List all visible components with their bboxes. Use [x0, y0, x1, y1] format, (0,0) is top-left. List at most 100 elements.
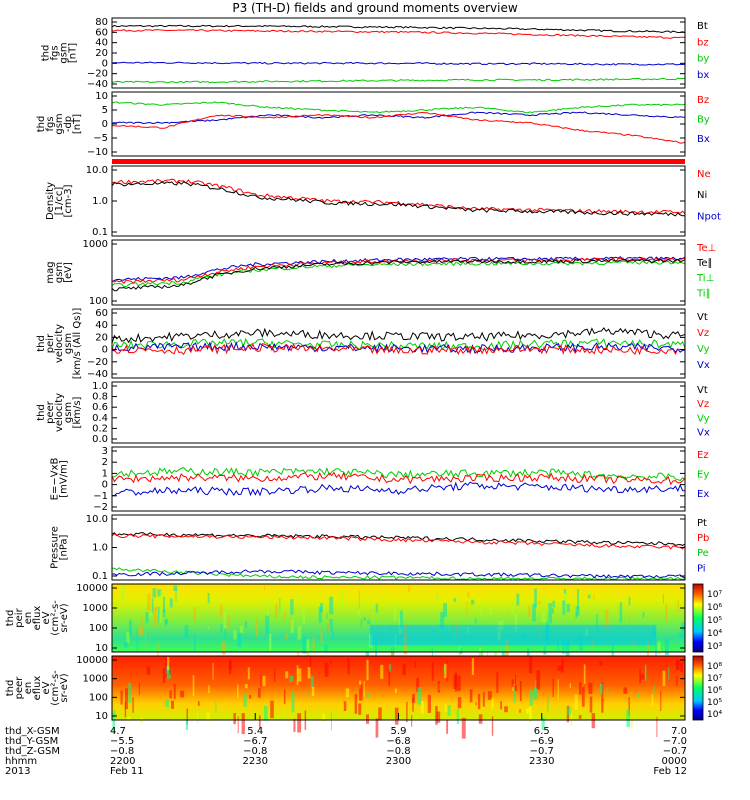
panel-frame: [111, 165, 686, 237]
spectrogram-cell: [639, 669, 641, 684]
spectrogram-cell: [541, 611, 546, 623]
x-axis-row-label: thd_Z-GSM: [5, 746, 60, 757]
legend-entry: Vt: [697, 312, 708, 323]
spectrogram-cell: [275, 604, 278, 619]
y-tick-label: 0.2: [92, 423, 108, 434]
spectrogram-cell: [510, 602, 514, 614]
x-tick-label: 2230: [243, 756, 268, 767]
spectrogram-cell: [519, 681, 522, 701]
spectrogram-cell: [146, 666, 151, 675]
spectrogram-cell: [474, 618, 477, 623]
spectrogram-cell: [496, 672, 499, 693]
spectrogram-cell: [359, 684, 363, 701]
spectrogram-cell: [322, 713, 325, 722]
spectrogram-cell: [569, 683, 571, 688]
spectrogram-cell: [590, 590, 592, 597]
spectrogram-cell: [477, 693, 481, 710]
spectrogram-cell: [534, 588, 537, 608]
y-axis-label: thdfgsgsm-dp[nT]: [36, 113, 83, 134]
spectrogram-cell: [491, 716, 494, 736]
spectrogram-cell: [165, 657, 167, 678]
spectrogram-cell: [241, 713, 245, 734]
spectrogram-cell: [662, 594, 664, 604]
y-tick-label: 0: [102, 345, 108, 356]
y-tick-label: 40: [95, 38, 108, 49]
y-tick-label: 0.1: [92, 571, 108, 582]
spectrogram-cell: [656, 716, 658, 738]
legend-entry: Vz: [697, 399, 709, 410]
panel-temperature: 1000 100 maggsm[eV] Te⊥ Te∥ Ti⊥ Ti∥: [45, 239, 716, 307]
spectrogram-cell: [279, 598, 281, 614]
spectrogram-cell: [557, 641, 559, 651]
spectrogram-cell: [276, 588, 278, 602]
series-line: [111, 77, 686, 84]
spectrogram-cell: [606, 688, 609, 698]
spectrogram-cell: [662, 670, 666, 687]
spectrogram-cell: [389, 664, 392, 672]
x-tick-label: −5.5: [110, 736, 134, 747]
spectrogram-cell: [223, 611, 227, 629]
spectrogram-cell: [548, 603, 552, 624]
series-line: [111, 258, 686, 292]
spectrogram-cell: [547, 695, 549, 713]
spectrogram-cell: [446, 719, 449, 734]
spectrogram-cell: [513, 685, 517, 692]
spectrogram-cell: [637, 693, 641, 698]
spectrogram-cell: [380, 664, 384, 679]
y-tick-label: 0.8: [92, 392, 108, 403]
spectrogram-cell: [457, 697, 462, 709]
spectrogram-cell: [327, 622, 331, 633]
spectrogram-cell: [444, 663, 448, 678]
x-tick-label: −6.7: [243, 736, 267, 747]
spectrogram-cell: [676, 676, 678, 687]
spectrogram-cell: [360, 619, 363, 628]
spectrogram-cell: [596, 613, 598, 630]
series-line: [111, 342, 686, 356]
spectrogram-cell: [440, 612, 445, 629]
spectrogram-cell: [543, 645, 547, 655]
spectrogram-cell: [482, 692, 485, 707]
x-tick-label: Feb 11: [110, 766, 144, 777]
spectrogram-cell: [605, 609, 609, 630]
legend-entry: Vy: [697, 344, 710, 355]
y-tick-label: 80: [95, 17, 108, 28]
x-tick-label: 2330: [529, 756, 554, 767]
spectrogram-cell: [361, 600, 364, 606]
spectrogram-cell: [222, 642, 226, 655]
spectrogram-cell: [443, 603, 447, 617]
spectrogram-cell: [197, 713, 199, 724]
y-tick-label: −1: [93, 491, 108, 502]
spectrogram-cell: [307, 667, 311, 679]
spectrogram-cell: [623, 687, 628, 694]
spectrogram-cell: [574, 694, 578, 710]
spectrogram-cell: [414, 661, 416, 668]
spectrogram-cell: [136, 630, 138, 651]
spectrogram-cell: [562, 639, 565, 654]
spectrogram-cell: [402, 663, 406, 676]
spectrogram-cell: [471, 658, 474, 675]
colorbar-tick-label: 10⁵: [707, 616, 722, 626]
spectrogram-cell: [575, 606, 580, 616]
spectrogram-cell: [219, 604, 223, 618]
spectrogram-cell: [640, 673, 645, 680]
spectrogram-cell: [169, 598, 173, 608]
legend-entry: by: [697, 54, 709, 65]
series-line: [112, 481, 686, 497]
y-tick-label: 0: [102, 119, 108, 130]
colorbar-tick-label: 10⁷: [707, 590, 722, 600]
legend-entry: Pi: [697, 563, 706, 574]
spectrogram-cell: [208, 685, 210, 694]
spectrogram-cell: [269, 633, 272, 652]
spectrogram-cell: [589, 696, 593, 713]
y-tick-label: 100: [89, 623, 108, 634]
spectrogram-cell: [157, 589, 162, 597]
spectrogram-cell: [184, 625, 189, 637]
spectrogram-cell: [588, 682, 593, 694]
panel-frame: [111, 446, 686, 512]
legend-entry: Ex: [697, 489, 709, 500]
spectrogram-cell: [263, 585, 266, 591]
panel-peir_spectrogram: 10⁷ 10⁶ 10⁵ 10⁴ 10³ 10000 1000 100 10 thdpeirenef…: [5, 583, 722, 670]
series-line: [111, 533, 686, 550]
